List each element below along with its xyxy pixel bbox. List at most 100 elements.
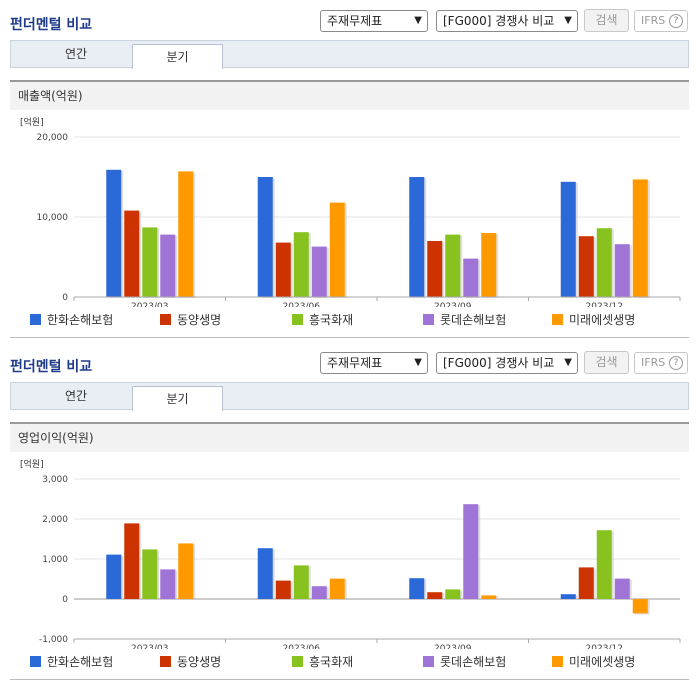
bar[interactable] [293, 232, 309, 297]
bar[interactable] [329, 202, 345, 297]
bar[interactable] [142, 549, 158, 599]
bar[interactable] [560, 181, 576, 297]
legend-swatch [423, 314, 434, 325]
search-button[interactable]: 검색 [584, 9, 629, 32]
divider [10, 337, 689, 338]
legend-label: 미래에셋생명 [569, 313, 636, 327]
legend-item[interactable]: 흥국화재 [292, 654, 353, 670]
bar[interactable] [160, 234, 176, 297]
bar[interactable] [311, 246, 327, 297]
statement-select[interactable]: 주재무제표 ▼ [320, 352, 428, 374]
bar[interactable] [596, 228, 612, 297]
bar[interactable] [160, 569, 176, 599]
bar[interactable] [560, 594, 576, 599]
chevron-down-icon: ▼ [564, 15, 572, 26]
bar[interactable] [578, 567, 594, 599]
tab-yearly[interactable]: 연간 [64, 389, 88, 403]
ifrs-button[interactable]: IFRS? [634, 10, 688, 32]
bar[interactable] [178, 543, 194, 599]
bar[interactable] [614, 244, 630, 297]
y-tick-label: 2,000 [42, 515, 68, 525]
legend-label: 흥국화재 [309, 313, 354, 327]
x-tick-label: 2023/03 [131, 302, 168, 307]
legend-item[interactable]: 한화손해보험 [30, 654, 113, 670]
legend-item[interactable]: 미래에셋생명 [552, 654, 635, 670]
search-button[interactable]: 검색 [584, 351, 629, 374]
chevron-down-icon: ▼ [414, 15, 422, 26]
tab-yearly[interactable]: 연간 [64, 47, 88, 61]
legend-item[interactable]: 미래에셋생명 [552, 312, 635, 328]
bar[interactable] [257, 548, 273, 599]
legend-swatch [423, 656, 434, 667]
bar[interactable] [106, 169, 122, 297]
legend-label: 흥국화재 [309, 655, 354, 669]
bar[interactable] [427, 241, 443, 297]
bar[interactable] [257, 177, 273, 297]
legend-label: 동양생명 [177, 655, 222, 669]
metric-title: 매출액(억원) [10, 80, 689, 110]
x-tick-label: 2023/12 [586, 644, 623, 649]
legend-item[interactable]: 동양생명 [160, 654, 221, 670]
bar[interactable] [124, 210, 140, 297]
bar[interactable] [632, 179, 648, 297]
sales-bar-chart: [억원] 0 10,000 20,000 2023/03 2023/06 2023/09 20… [20, 116, 681, 307]
bar[interactable] [178, 171, 194, 297]
chevron-down-icon: ▼ [564, 357, 572, 368]
bar[interactable] [596, 530, 612, 599]
bar[interactable] [445, 234, 461, 297]
legend-swatch [30, 656, 41, 667]
bar[interactable] [409, 177, 425, 297]
section-title: 펀더멘털 비교 [10, 17, 93, 33]
chart-legend: 한화손해보험 동양생명 흥국화재 롯데손해보험 미래에셋생명 [30, 312, 680, 330]
operating-profit-bar-chart: [억원] -1,000 0 1,000 2,000 3,000 2023/03 2023/06… [20, 458, 681, 649]
chart-legend: 한화손해보험 동양생명 흥국화재 롯데손해보험 미래에셋생명 [30, 654, 680, 672]
legend-item[interactable]: 동양생명 [160, 312, 221, 328]
bar[interactable] [481, 233, 497, 297]
bar[interactable] [427, 592, 443, 599]
bar[interactable] [463, 258, 479, 297]
legend-label: 롯데손해보험 [440, 655, 507, 669]
legend-item[interactable]: 롯데손해보험 [423, 654, 506, 670]
legend-label: 롯데손해보험 [440, 313, 507, 327]
compare-select[interactable]: [FG000] 경쟁사 비교 ▼ [436, 352, 578, 374]
legend-label: 미래에셋생명 [569, 655, 636, 669]
bar[interactable] [614, 578, 630, 599]
bar[interactable] [578, 236, 594, 297]
legend-item[interactable]: 한화손해보험 [30, 312, 113, 328]
bar[interactable] [481, 595, 497, 599]
bar[interactable] [106, 554, 122, 599]
statement-select[interactable]: 주재무제표 ▼ [320, 10, 428, 32]
chevron-down-icon: ▼ [414, 357, 422, 368]
bar[interactable] [124, 523, 140, 599]
bar[interactable] [329, 578, 345, 599]
bar[interactable] [409, 578, 425, 599]
tab-quarterly[interactable]: 분기 [132, 386, 223, 411]
x-tick-label: 2023/09 [434, 644, 472, 649]
question-icon: ? [669, 14, 683, 28]
x-tick-label: 2023/09 [434, 302, 472, 307]
bar[interactable] [275, 580, 291, 599]
bar[interactable] [445, 589, 461, 599]
legend-swatch [552, 314, 563, 325]
x-tick-label: 2023/06 [283, 644, 321, 649]
y-tick-label: -1,000 [39, 635, 68, 645]
compare-select[interactable]: [FG000] 경쟁사 비교 ▼ [436, 10, 578, 32]
bar[interactable] [293, 565, 309, 599]
y-tick-label: 0 [62, 595, 68, 605]
legend-item[interactable]: 흥국화재 [292, 312, 353, 328]
ifrs-button[interactable]: IFRS? [634, 352, 688, 374]
bar[interactable] [463, 504, 479, 599]
y-tick-label: 10,000 [37, 213, 69, 223]
legend-item[interactable]: 롯데손해보험 [423, 312, 506, 328]
bar[interactable] [142, 227, 158, 297]
question-icon: ? [669, 356, 683, 370]
legend-swatch [292, 656, 303, 667]
y-tick-label: 3,000 [42, 475, 68, 485]
divider [10, 679, 689, 680]
tab-quarterly[interactable]: 분기 [132, 44, 223, 69]
bar[interactable] [632, 599, 648, 614]
bar[interactable] [311, 586, 327, 599]
bar[interactable] [275, 242, 291, 297]
x-tick-label: 2023/03 [131, 644, 168, 649]
legend-label: 한화손해보험 [47, 655, 114, 669]
